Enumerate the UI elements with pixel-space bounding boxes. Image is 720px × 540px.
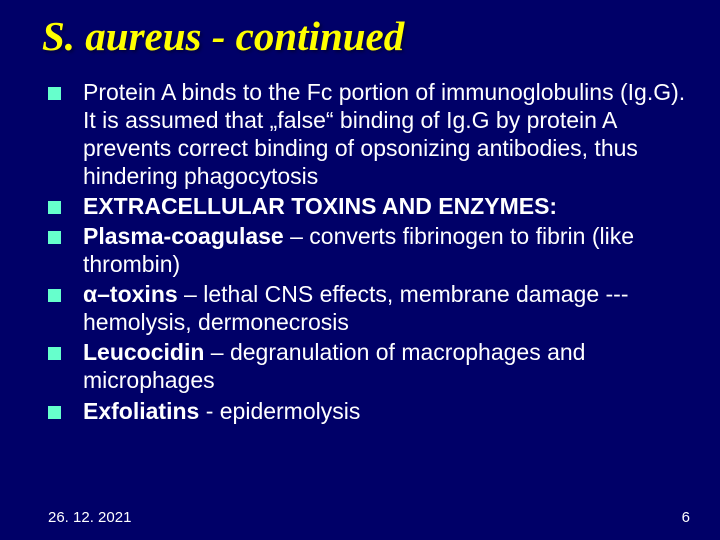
- list-item-text: Protein A binds to the Fc portion of imm…: [83, 78, 700, 190]
- bullet-icon: [48, 289, 61, 302]
- slide-body: Protein A binds to the Fc portion of imm…: [0, 60, 720, 425]
- list-item-text: α–toxins – lethal CNS effects, membrane …: [83, 280, 700, 336]
- slide-footer: 26. 12. 2021 6: [48, 509, 690, 526]
- list-item: EXTRACELLULAR TOXINS AND ENZYMES:: [48, 192, 700, 220]
- footer-page-number: 6: [682, 509, 690, 526]
- bullet-icon: [48, 87, 61, 100]
- list-item-text: EXTRACELLULAR TOXINS AND ENZYMES:: [83, 192, 557, 220]
- footer-date: 26. 12. 2021: [48, 509, 131, 526]
- slide: S. aureus - continued Protein A binds to…: [0, 0, 720, 540]
- slide-title: S. aureus - continued: [0, 0, 720, 60]
- list-item: Protein A binds to the Fc portion of imm…: [48, 78, 700, 190]
- bullet-icon: [48, 347, 61, 360]
- bullet-icon: [48, 201, 61, 214]
- list-item-text: Leucocidin – degranulation of macrophage…: [83, 338, 700, 394]
- list-item-text: Exfoliatins - epidermolysis: [83, 397, 360, 425]
- list-item-text: Plasma-coagulase – converts fibrinogen t…: [83, 222, 700, 278]
- list-item: α–toxins – lethal CNS effects, membrane …: [48, 280, 700, 336]
- bullet-icon: [48, 406, 61, 419]
- list-item: Exfoliatins - epidermolysis: [48, 397, 700, 425]
- list-item: Leucocidin – degranulation of macrophage…: [48, 338, 700, 394]
- bullet-icon: [48, 231, 61, 244]
- list-item: Plasma-coagulase – converts fibrinogen t…: [48, 222, 700, 278]
